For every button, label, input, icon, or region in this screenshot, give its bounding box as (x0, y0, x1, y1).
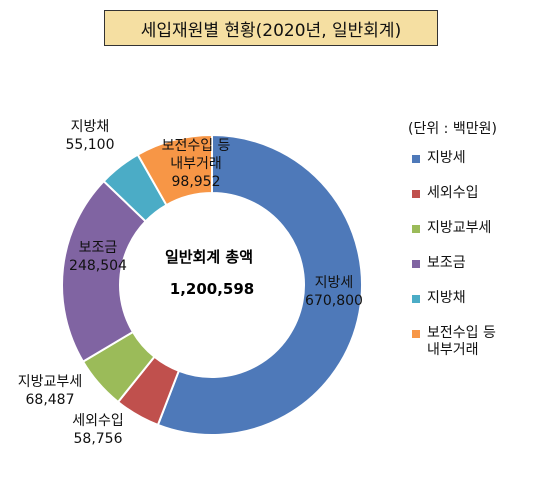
legend-label: 지방채 (427, 290, 466, 306)
center-label: 일반회계 총액 (165, 248, 253, 266)
legend-unit: (단위 : 백만원) (408, 121, 497, 137)
slice-label-4: 지방채 55,100 (66, 119, 115, 153)
chart-title: 세입재원별 현황(2020년, 일반회계) (104, 10, 438, 46)
legend-label: 보조금 (427, 255, 466, 271)
slice-label-0: 지방세 670,800 (305, 275, 363, 309)
legend-label: 지방세 (427, 150, 466, 166)
legend-item-4: 지방채 (408, 290, 558, 307)
slice-label-1: 세외수입 58,756 (72, 413, 124, 447)
legend-swatch (412, 330, 420, 338)
legend-swatch (412, 260, 420, 268)
slice-label-3: 보조금 248,504 (69, 240, 127, 274)
slice-0 (156, 133, 363, 436)
legend-swatch (412, 155, 420, 163)
legend-label: 보전수입 등 내부거래 (427, 325, 496, 358)
legend-swatch (412, 190, 420, 198)
legend-swatch (412, 225, 420, 233)
legend-label: 세외수입 (427, 185, 479, 201)
legend-item-2: 지방교부세 (408, 220, 558, 237)
legend-item-0: 지방세 (408, 150, 558, 167)
slice-label-2: 지방교부세 68,487 (18, 374, 82, 408)
slice-5 (136, 133, 213, 207)
slice-3 (61, 179, 148, 363)
slice-label-5: 보전수입 등 내부거래 98,952 (162, 138, 231, 190)
legend-swatch (412, 295, 420, 303)
legend-item-1: 세외수입 (408, 185, 558, 202)
legend-item-5: 보전수입 등 내부거래 (408, 325, 558, 359)
legend-label: 지방교부세 (427, 220, 492, 236)
legend-item-3: 보조금 (408, 255, 558, 272)
center-total: 1,200,598 (170, 280, 254, 298)
